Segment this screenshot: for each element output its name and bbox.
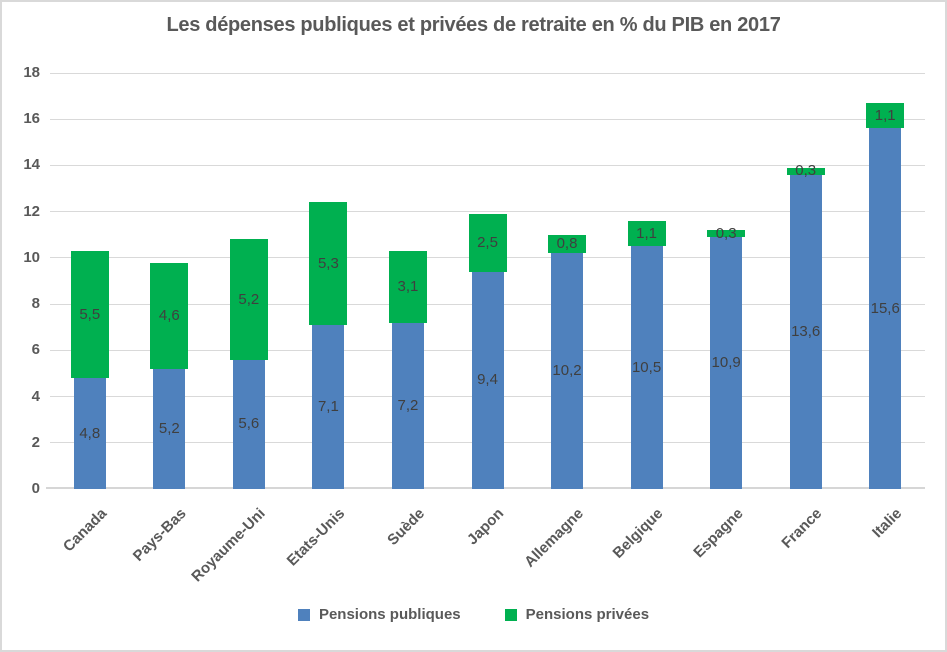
bar-label-publiques: 15,6: [870, 299, 900, 317]
legend-label-publiques: Pensions publiques: [318, 606, 461, 623]
y-tick-label-8: 8: [31, 295, 40, 313]
bar-label-privees: 1,1: [636, 224, 657, 242]
x-axis-label-11: Italie: [869, 505, 906, 542]
bar-segment-publiques: [73, 378, 106, 489]
bar-segment-publiques: [153, 368, 186, 489]
bar-label-publiques: 7,1: [317, 397, 339, 415]
legend-label-privees: Pensions privées: [525, 606, 650, 623]
x-axis-label-6: Japon: [464, 505, 508, 549]
bar-label-privees: 3,1: [397, 277, 419, 295]
bar-segment-publiques: [471, 271, 504, 489]
x-axis-label-8: Belgique: [609, 505, 667, 562]
bar-segment-privees: [866, 103, 905, 129]
bar-segment-privees: [309, 202, 348, 325]
bar-segment-publiques: [789, 174, 822, 489]
bar-label-publiques: 10,9: [711, 354, 741, 372]
bar-label-publiques: 9,4: [477, 371, 498, 389]
bar-label-publiques: 7,2: [397, 396, 419, 414]
legend: Pensions publiques Pensions privées: [2, 606, 945, 623]
y-tick-label-0: 0: [31, 480, 40, 497]
plot-area: 4,8 5,5 5,2 4,6 5,6 5,2 7,1 5,3 7,2 3,1 9,4 2,5 10,2…: [46, 72, 925, 489]
x-axis-label-7: Allemagne: [521, 505, 588, 571]
y-tick-label-6: 6: [31, 341, 40, 359]
bar-label-privees: 0,3: [795, 162, 817, 180]
y-tick-label-16: 16: [23, 110, 40, 128]
bar-segment-publiques: [391, 322, 424, 489]
chart-title: Les dépenses publiques et privées de ret…: [166, 14, 781, 36]
y-axis: 0 2 4 6 8 10 12 14 16 18: [2, 64, 42, 497]
y-tick-label-12: 12: [23, 202, 40, 220]
y-tick-label-18: 18: [23, 64, 40, 81]
bar-label-publiques: 5,6: [238, 415, 260, 433]
x-axis-label-2: Pays-Bas: [129, 505, 190, 565]
bar-label-privees: 0,3: [715, 224, 737, 242]
bar-label-privees: 4,6: [158, 306, 180, 324]
bar-segment-publiques: [232, 359, 265, 489]
y-tick-label-4: 4: [31, 387, 40, 405]
x-axis-label-10: France: [778, 505, 826, 552]
bar-label-privees: 2,5: [477, 233, 498, 251]
bar-segment-publiques: [869, 128, 902, 489]
bar-label-publiques: 10,2: [552, 362, 582, 380]
bar-segment-privees: [468, 214, 507, 272]
bar-segment-publiques: [710, 237, 743, 489]
bar-label-privees: 1,1: [874, 106, 896, 124]
x-axis-label-9: Espagne: [689, 505, 747, 562]
bar-label-publiques: 13,6: [791, 322, 821, 340]
gridline-y-14: [50, 164, 925, 166]
bar-label-privees: 5,3: [317, 254, 339, 272]
x-axis: Canada Pays-Bas Royaume-Uni Etats-Unis Suède…: [50, 489, 925, 599]
bar-label-privees: 0,8: [556, 235, 578, 253]
bar-label-publiques: 5,2: [158, 419, 180, 437]
gridline-y-16: [50, 118, 925, 120]
legend-item-pensions-privees: Pensions privées: [504, 606, 650, 623]
bar-label-privees: 5,2: [238, 290, 260, 308]
bar-segment-privees: [229, 239, 268, 360]
bar-segment-privees: [627, 220, 666, 247]
bar-segment-publiques: [551, 253, 584, 489]
x-axis-label-3: Royaume-Uni: [188, 505, 269, 586]
bar-label-publiques: 10,5: [631, 358, 662, 376]
bar-label-privees: 5,5: [79, 305, 101, 323]
bar-segment-privees: [548, 234, 587, 254]
legend-item-pensions-publiques: Pensions publiques: [297, 606, 461, 623]
bar-label-publiques: 4,8: [79, 424, 101, 442]
bar-segment-publiques: [312, 324, 345, 489]
bar-segment-privees: [786, 167, 825, 175]
legend-marker-privees-icon: [504, 608, 517, 621]
bar-segment-privees: [707, 230, 746, 238]
legend-marker-publiques-icon: [297, 608, 310, 621]
y-tick-label-2: 2: [31, 433, 40, 451]
bar-segment-privees: [150, 262, 189, 369]
gridline-y-12: [50, 211, 925, 213]
bar-segment-privees: [388, 250, 427, 323]
x-axis-label-1: Canada: [59, 505, 110, 556]
y-tick-label-10: 10: [23, 248, 40, 266]
bar-segment-privees: [70, 250, 109, 379]
gridline-y-18: [50, 72, 925, 74]
bar-segment-publiques: [630, 246, 663, 489]
y-tick-label-14: 14: [23, 156, 40, 174]
x-axis-label-4: Etats-Unis: [283, 505, 349, 570]
x-axis-label-5: Suède: [384, 505, 428, 549]
